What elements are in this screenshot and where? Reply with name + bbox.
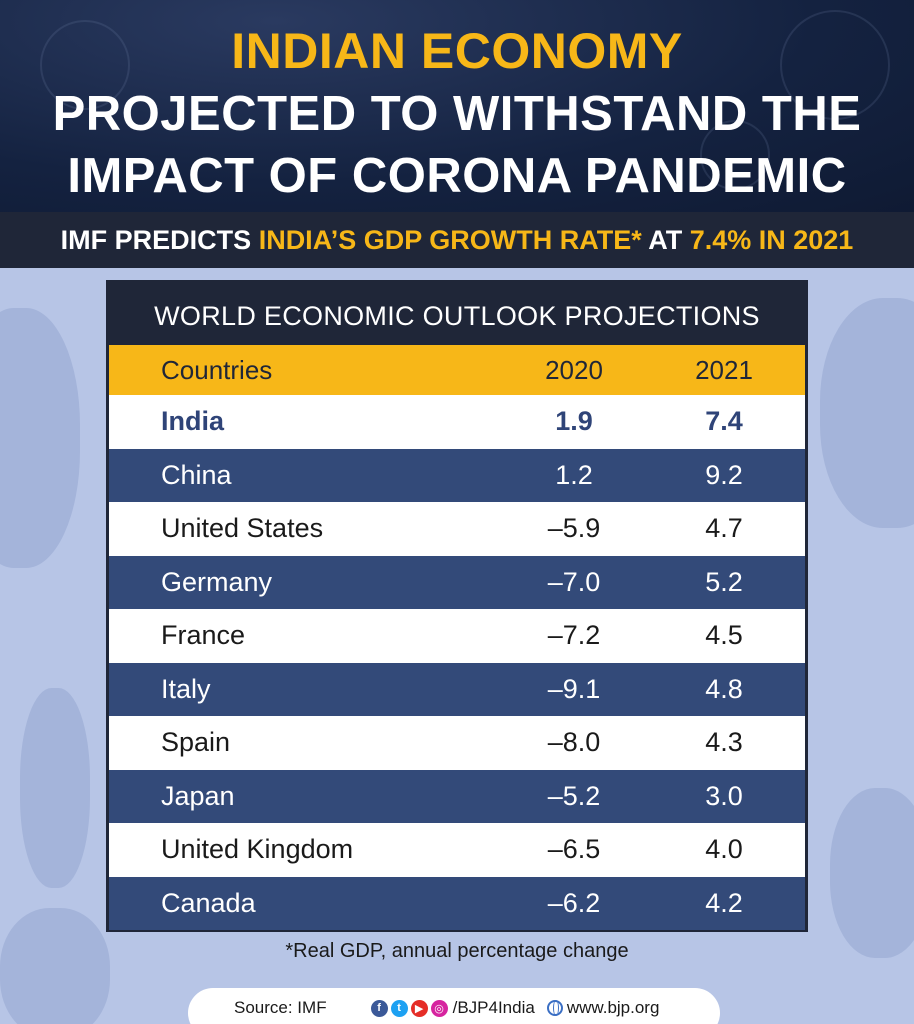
header-2021: 2021 [695,354,753,385]
cell-2021: 4.0 [705,834,743,865]
cell-2020: –8.0 [547,727,601,758]
table-body: India 1.9 7.4 China 1.2 9.2 United States –5.9 4… [109,395,805,930]
cell-country: Italy [161,673,211,704]
table-row: France –7.2 4.5 [109,609,805,663]
subheading-part-1: IMF PREDICTS [60,225,259,255]
headline-line-2: PROJECTED TO WITHSTAND THE [52,87,862,141]
cell-country: Canada [161,887,256,918]
cell-country: United Kingdom [161,834,354,865]
cell-2020: 1.2 [555,459,593,490]
footer-bar: Source: IMF f t ▶ ◎ /BJP4India www.bjp.o… [188,988,720,1024]
cell-2021: 3.0 [705,780,743,811]
cell-2020: –5.2 [547,780,601,811]
cell-2021: 4.2 [705,887,743,918]
cell-2020: –9.1 [547,673,601,704]
facebook-icon[interactable]: f [370,999,388,1017]
social-handle[interactable]: /BJP4India [452,998,535,1017]
cell-2021: 5.2 [705,566,743,597]
headline-line-1: INDIAN ECONOMY [231,23,683,79]
table-row: United States –5.9 4.7 [109,502,805,556]
globe-icon [546,1000,563,1016]
table-row: United Kingdom –6.5 4.0 [109,823,805,877]
cell-2021: 4.8 [705,673,743,704]
headline-line-3: IMPACT OF CORONA PANDEMIC [67,149,847,203]
map-landmass [820,298,914,528]
projections-table: WORLD ECONOMIC OUTLOOK PROJECTIONS Count… [106,280,808,932]
cell-2021: 4.3 [705,727,743,758]
virus-decoration-icon [780,10,890,120]
cell-2020: –6.2 [547,887,601,918]
subheading-bar: IMF PREDICTS INDIA’S GDP GROWTH RATE* AT… [0,212,914,268]
social-links: f t ▶ ◎ /BJP4India [370,998,535,1018]
cell-2020: –7.2 [547,620,601,651]
table-row: Japan –5.2 3.0 [109,769,805,823]
cell-country: India [161,406,225,437]
table-row: India 1.9 7.4 [109,395,805,449]
map-landmass [0,908,110,1024]
subheading-highlight-2: 7.4% IN 2021 [689,225,854,255]
table-row: Canada –6.2 4.2 [109,876,805,930]
cell-country: France [161,620,246,651]
cell-2020: –5.9 [547,513,601,544]
cell-2020: –6.5 [547,834,601,865]
map-landmass [0,308,80,568]
website-url[interactable]: www.bjp.org [566,998,660,1017]
cell-country: United States [161,513,324,544]
map-landmass [830,788,914,958]
table-row: Italy –9.1 4.8 [109,662,805,716]
subheading-part-3: AT [641,225,690,255]
website-link[interactable]: www.bjp.org [546,998,660,1018]
footnote: *Real GDP, annual percentage change [285,940,629,962]
header-banner: INDIAN ECONOMY PROJECTED TO WITHSTAND TH… [0,0,914,212]
map-landmass [20,688,90,888]
table-header-row: Countries 2020 2021 [109,345,805,395]
youtube-icon[interactable]: ▶ [410,999,428,1017]
cell-2021: 4.5 [705,620,743,651]
cell-country: Germany [161,566,273,597]
cell-2020: 1.9 [555,406,593,437]
virus-decoration-icon [40,20,130,110]
cell-2020: –7.0 [547,566,601,597]
instagram-icon[interactable]: ◎ [430,999,448,1017]
table-row: Germany –7.0 5.2 [109,555,805,609]
header-countries: Countries [161,354,273,385]
table-title: WORLD ECONOMIC OUTLOOK PROJECTIONS [109,283,805,345]
cell-2021: 9.2 [705,459,743,490]
twitter-icon[interactable]: t [390,999,408,1017]
table-row: Spain –8.0 4.3 [109,716,805,770]
header-2020: 2020 [545,354,603,385]
cell-country: China [161,459,232,490]
subheading-highlight-1: INDIA’S GDP GROWTH RATE* [258,225,642,255]
cell-2021: 7.4 [705,406,743,437]
table-row: China 1.2 9.2 [109,448,805,502]
cell-country: Spain [161,727,231,758]
cell-country: Japan [161,780,235,811]
cell-2021: 4.7 [705,513,743,544]
virus-decoration-icon [700,120,770,190]
source-label: Source: IMF [234,998,327,1017]
